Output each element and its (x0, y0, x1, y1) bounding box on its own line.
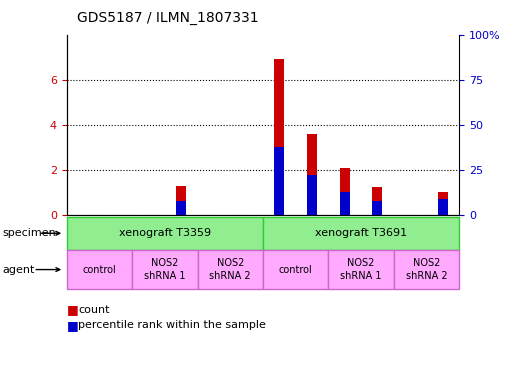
Text: NOS2
shRNA 1: NOS2 shRNA 1 (340, 258, 382, 281)
Text: specimen: specimen (3, 228, 56, 238)
Bar (307, 175, 317, 215)
Text: ■: ■ (67, 303, 78, 316)
Bar (372, 200, 382, 215)
Text: control: control (279, 265, 312, 275)
Text: control: control (83, 265, 116, 275)
Bar (372, 187, 382, 215)
Bar (307, 134, 317, 215)
Text: count: count (78, 305, 109, 315)
Text: percentile rank within the sample: percentile rank within the sample (78, 320, 266, 330)
Bar (438, 199, 448, 215)
Text: agent: agent (3, 265, 35, 275)
Bar (438, 192, 448, 215)
Bar (176, 200, 186, 215)
Bar (274, 60, 284, 215)
Bar (274, 147, 284, 215)
Text: NOS2
shRNA 2: NOS2 shRNA 2 (209, 258, 251, 281)
Text: ■: ■ (67, 319, 78, 332)
Bar (340, 192, 349, 215)
Bar (340, 168, 349, 215)
Text: NOS2
shRNA 1: NOS2 shRNA 1 (144, 258, 186, 281)
Text: GDS5187 / ILMN_1807331: GDS5187 / ILMN_1807331 (77, 11, 259, 25)
Text: NOS2
shRNA 2: NOS2 shRNA 2 (406, 258, 447, 281)
Bar (176, 186, 186, 215)
Text: xenograft T3691: xenograft T3691 (315, 228, 407, 238)
Text: xenograft T3359: xenograft T3359 (119, 228, 211, 238)
